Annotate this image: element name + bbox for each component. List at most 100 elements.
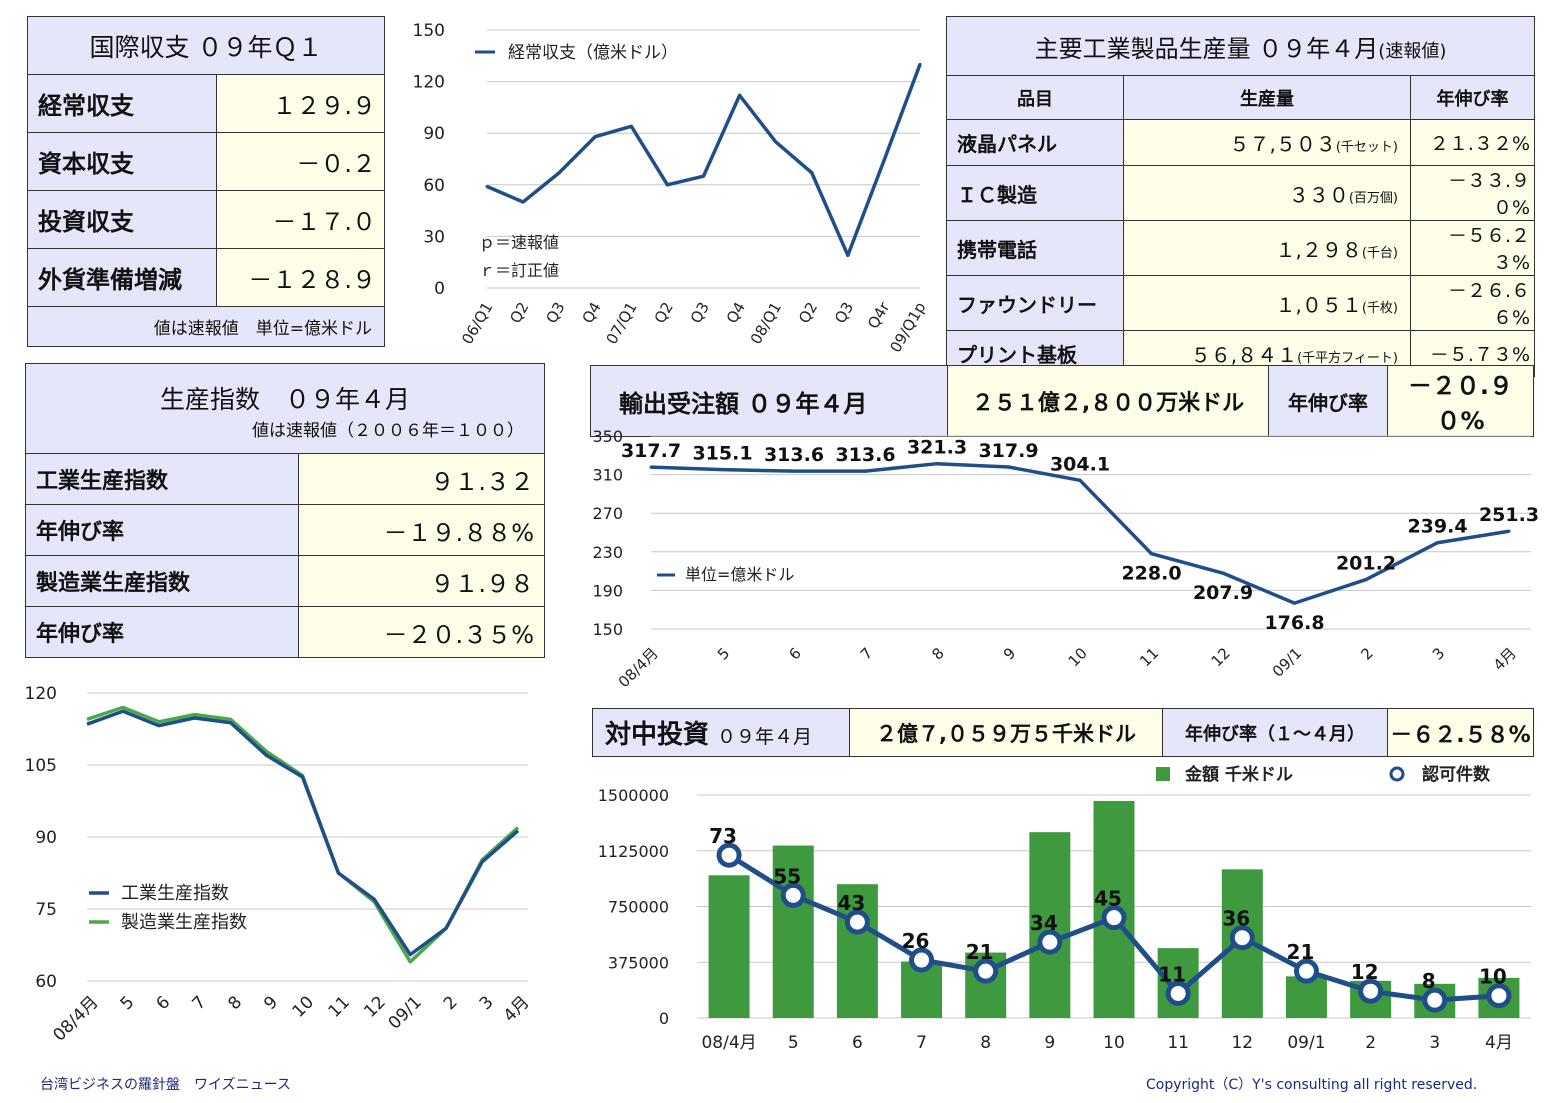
- series-line: [86, 709, 520, 957]
- production-unit-0: (千セット): [1335, 140, 1398, 155]
- balance-value-1: －０.２: [216, 132, 385, 191]
- x-tick-label: 08/Q1: [747, 299, 785, 347]
- export-amount: ２５１億２,８００万米ドル: [947, 365, 1269, 437]
- x-tick-label: 11: [1167, 1033, 1189, 1053]
- invest-growth: －６２.５８%: [1387, 708, 1534, 757]
- count-label: 43: [837, 891, 865, 915]
- bar: [772, 845, 814, 1018]
- y-tick-label: 190: [592, 581, 623, 600]
- y-tick-label: 270: [592, 504, 623, 523]
- x-tick-label: 10: [289, 992, 318, 1021]
- x-tick-label: 6: [785, 644, 804, 663]
- production-unit-3: (千枚): [1361, 300, 1398, 316]
- x-tick-label: 11: [1136, 644, 1162, 670]
- x-tick-label: Q4: [723, 299, 749, 326]
- data-point: [864, 469, 867, 473]
- y-tick-label: 1125000: [598, 842, 669, 861]
- index-value-2: ９１.９８: [298, 555, 545, 607]
- count-marker: [1422, 987, 1448, 1013]
- invest-bar: 対中投資 ０９年４月 ２億７,０５９万５千米ドル 年伸び率（１～４月） －６２.５…: [592, 708, 1534, 757]
- y-tick-label: 230: [592, 543, 623, 562]
- production-growth-1: －３３.９０%: [1410, 165, 1535, 221]
- legend-label: 金額 千米ドル: [1184, 764, 1293, 785]
- data-point: [774, 140, 778, 144]
- count-marker: [780, 882, 806, 908]
- index-value-1: －１９.８８%: [298, 504, 545, 556]
- count-marker: [1037, 929, 1063, 955]
- production-unit-1: (百万個): [1348, 190, 1398, 206]
- count-marker: [1229, 925, 1255, 951]
- data-point: [1507, 529, 1511, 533]
- series-line: [486, 63, 922, 258]
- production-title-suffix: (速報値): [1378, 40, 1447, 62]
- data-label: 176.8: [1264, 612, 1324, 634]
- balance-label-2: 投資収支: [27, 190, 217, 249]
- production-unit-2: (千台): [1361, 245, 1398, 261]
- data-label: 313.6: [835, 444, 895, 466]
- balance-value-2: －１７.０: [216, 190, 385, 249]
- count-label: 73: [709, 824, 737, 848]
- data-point: [935, 462, 939, 466]
- x-tick-label: 2: [1365, 1033, 1376, 1053]
- x-tick-label: Q3: [831, 299, 857, 326]
- y-tick-label: 120: [25, 684, 57, 704]
- production-growth-0: ２１.３２%: [1410, 119, 1535, 166]
- count-label: 12: [1351, 960, 1379, 984]
- balance-label-0: 経常収支: [27, 74, 217, 133]
- index-table: 生産指数 ０９年４月 値は速報値（２００６年＝１００） 工業生産指数 ９１.３２…: [25, 363, 545, 658]
- x-tick-label: 09/1: [385, 992, 426, 1033]
- x-tick-label: 9: [1000, 644, 1019, 663]
- data-point: [792, 469, 796, 473]
- y-tick-label: 120: [413, 73, 445, 93]
- production-header-qty: 生産量: [1123, 75, 1411, 120]
- count-marker: [1486, 983, 1512, 1009]
- x-tick-label: 09/1: [1269, 644, 1306, 681]
- x-tick-label: 08/4月: [615, 644, 662, 690]
- x-tick-label: 3: [1429, 1033, 1440, 1053]
- legend-swatch: [1389, 766, 1405, 782]
- x-tick-label: 11: [325, 992, 354, 1021]
- x-tick-label: 8: [928, 644, 947, 663]
- data-point: [918, 62, 922, 66]
- production-title: 主要工業製品生産量 ０９年４月: [1034, 34, 1379, 63]
- x-tick-label: 2: [1357, 644, 1376, 663]
- legend-swatch: [1156, 767, 1170, 781]
- y-tick-label: 0: [659, 1009, 669, 1028]
- balance-table: 国際収支 ０９年Ｑ１ 経常収支 １２９.９ 資本収支 －０.２ 投資収支 －１７…: [27, 16, 385, 347]
- data-point: [721, 468, 724, 472]
- x-tick-label: Q3: [687, 299, 713, 326]
- balance-label-1: 資本収支: [27, 132, 217, 191]
- x-tick-label: 4月: [1485, 1033, 1513, 1053]
- y-tick-label: 90: [35, 828, 57, 848]
- x-tick-label: 5: [117, 992, 139, 1014]
- x-tick-label: 8: [980, 1033, 991, 1053]
- y-tick-label: 0: [434, 279, 445, 299]
- bar: [1029, 832, 1071, 1018]
- data-label: 201.2: [1336, 553, 1396, 575]
- x-tick-label: 5: [788, 1033, 799, 1053]
- data-label: 313.6: [764, 444, 824, 466]
- count-marker: [844, 909, 870, 935]
- data-label: 321.3: [907, 437, 967, 459]
- count-label: 55: [773, 864, 801, 888]
- y-tick-label: 1500000: [598, 786, 669, 805]
- y-tick-label: 150: [592, 620, 623, 639]
- x-tick-label: 09/1: [1287, 1033, 1325, 1053]
- production-item-1: ＩＣ製造: [946, 165, 1124, 221]
- data-label: 239.4: [1407, 516, 1467, 538]
- y-tick-label: 310: [592, 466, 623, 485]
- production-qty-3: １,０５１: [1275, 292, 1362, 317]
- data-point: [1078, 478, 1082, 482]
- y-tick-label: 75: [35, 900, 57, 920]
- balance-note: 値は速報値 単位=億米ドル: [27, 306, 385, 347]
- data-point: [702, 174, 705, 178]
- production-item-2: 携帯電話: [946, 220, 1124, 276]
- count-label: 45: [1094, 887, 1122, 911]
- count-marker: [1358, 978, 1384, 1004]
- x-tick-label: Q4: [578, 299, 604, 326]
- index-title: 生産指数 ０９年４月: [159, 385, 410, 414]
- production-item-3: ファウンドリー: [946, 275, 1124, 331]
- x-tick-label: 08/4月: [49, 992, 102, 1045]
- balance-label-3: 外貨準備増減: [27, 248, 217, 307]
- export-growth: －２０.９０%: [1387, 365, 1534, 437]
